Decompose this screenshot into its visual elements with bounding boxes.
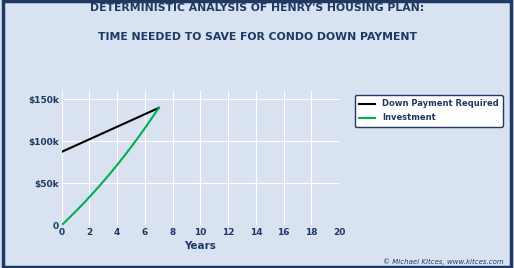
Text: TIME NEEDED TO SAVE FOR CONDO DOWN PAYMENT: TIME NEEDED TO SAVE FOR CONDO DOWN PAYME… [98,32,416,42]
Text: DETERMINISTIC ANALYSIS OF HENRY'S HOUSING PLAN:: DETERMINISTIC ANALYSIS OF HENRY'S HOUSIN… [90,3,424,13]
Legend: Down Payment Required, Investment: Down Payment Required, Investment [355,95,503,126]
X-axis label: Years: Years [185,241,216,251]
Text: © Michael Kitces, www.kitces.com: © Michael Kitces, www.kitces.com [383,259,504,265]
